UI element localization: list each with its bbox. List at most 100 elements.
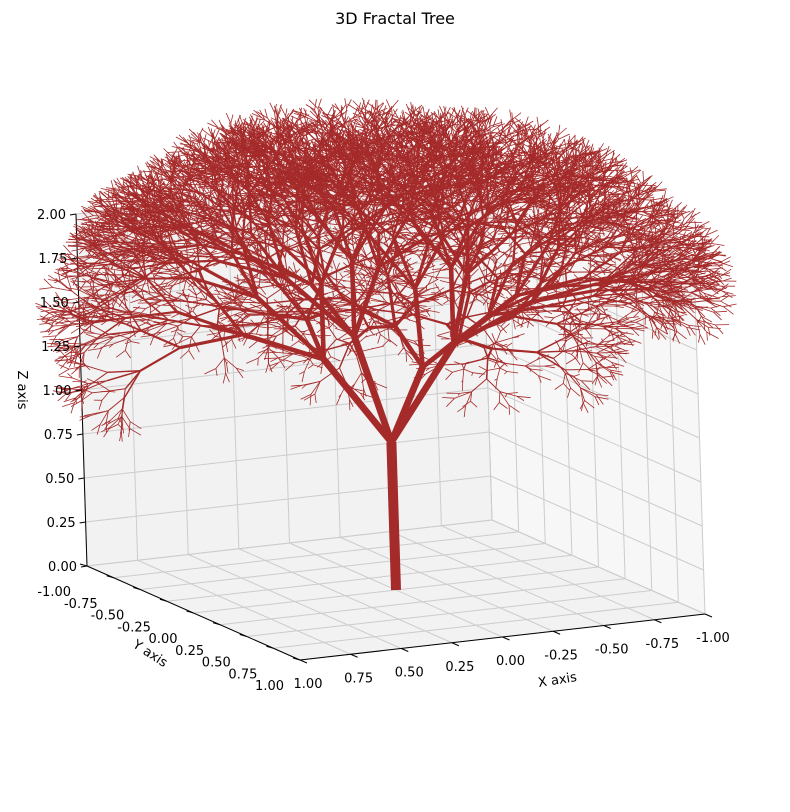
tree-branch <box>198 247 202 254</box>
tree-branch <box>234 151 240 167</box>
tree-branch <box>188 156 196 166</box>
grid-line-y-floor <box>140 543 546 590</box>
tree-branch <box>219 186 228 195</box>
tree-branch <box>73 265 80 272</box>
tree-branch <box>91 203 99 213</box>
tree-branch <box>89 217 100 220</box>
tree-branch <box>265 362 269 373</box>
tree-branch <box>187 288 197 296</box>
tree-branch <box>298 340 305 346</box>
tree-branch <box>186 149 191 158</box>
tree-branch <box>230 309 249 317</box>
tree-branch <box>206 144 213 156</box>
tree-branch <box>393 263 400 278</box>
tree-branch <box>407 248 420 256</box>
tree-branch <box>270 282 292 296</box>
tree-branch <box>168 263 179 273</box>
tree-branch <box>145 193 148 204</box>
tree-branch <box>181 247 198 252</box>
tree-branch <box>228 180 230 196</box>
tree-branch <box>302 333 318 337</box>
tree-branch <box>119 278 146 296</box>
tree-branch <box>266 288 282 299</box>
tree-branch <box>48 274 60 283</box>
grid-line-z-back <box>84 431 490 479</box>
tree-branch <box>58 269 72 272</box>
tree-branch <box>82 207 94 216</box>
tree-branch <box>394 282 408 285</box>
tree-branch <box>185 277 198 288</box>
tree-branch <box>284 190 293 196</box>
tree-branch <box>321 357 395 445</box>
tree-branch <box>315 237 326 243</box>
tree-branch <box>124 179 136 185</box>
tree-branch <box>131 290 142 299</box>
tree-branch <box>161 160 164 167</box>
tree-branch <box>173 179 183 194</box>
tree-branch <box>71 242 84 247</box>
tree-branch <box>432 294 445 300</box>
tree-branch <box>171 178 192 188</box>
tree-branch <box>116 311 119 314</box>
tree-branch <box>149 323 167 331</box>
tree-branch <box>354 278 367 282</box>
tree-branch <box>70 232 79 243</box>
tree-branch <box>159 177 164 185</box>
tree-branch <box>90 306 99 321</box>
tree-branch <box>264 349 269 361</box>
tree-branch <box>117 195 128 203</box>
tree-branch <box>190 306 223 319</box>
tree-branch <box>72 280 86 283</box>
tree-branch <box>267 326 278 329</box>
tree-branch <box>235 293 244 298</box>
tree-branch <box>427 278 439 285</box>
tree-branch <box>171 178 183 190</box>
tree-branch <box>208 134 215 146</box>
tree-branch <box>224 184 229 197</box>
tree-branch <box>103 204 112 215</box>
tree-branch <box>386 442 401 591</box>
tree-branch <box>240 309 251 316</box>
tree-branch <box>145 277 193 280</box>
tree-branch <box>92 222 95 226</box>
tree-branch <box>378 282 381 287</box>
grid-line-y-floor <box>220 578 626 626</box>
tree-branch <box>663 215 677 218</box>
chart-title: 3D Fractal Tree <box>335 9 455 28</box>
tree-branch <box>416 254 422 261</box>
tree-branch <box>78 247 85 255</box>
tree-branch <box>89 202 103 207</box>
tree-branch <box>70 402 75 414</box>
tree-branch <box>348 225 350 228</box>
tree-branch <box>94 193 101 204</box>
tree-branch <box>248 340 259 349</box>
tree-branch <box>100 188 114 192</box>
tree-branch <box>363 274 368 286</box>
tree-branch <box>204 232 240 245</box>
tree-branch <box>58 368 70 376</box>
tree-branch <box>65 287 79 290</box>
tree-branch <box>235 313 249 326</box>
tree-branch <box>306 312 323 321</box>
tree-branch <box>226 141 235 152</box>
tree-branch <box>143 180 155 187</box>
tree-branch <box>363 258 366 264</box>
tree-branch <box>195 290 203 296</box>
tree-branch <box>113 250 126 263</box>
tree-branch <box>259 334 263 337</box>
tree-branch <box>133 306 146 309</box>
tree-branch <box>278 357 285 362</box>
tree-branch <box>394 282 413 290</box>
tree-branch <box>425 309 440 313</box>
tree-branch <box>94 198 109 202</box>
tree-branch <box>290 340 299 347</box>
tree-branch <box>79 296 90 308</box>
tree-branch <box>294 325 304 335</box>
tree-branch <box>223 302 232 307</box>
tree-branch <box>218 321 226 326</box>
tree-branch <box>305 117 309 128</box>
tree-branch <box>304 327 314 332</box>
tree-branch <box>147 319 167 325</box>
tree-branch <box>161 325 179 333</box>
tree-branch <box>129 272 131 284</box>
